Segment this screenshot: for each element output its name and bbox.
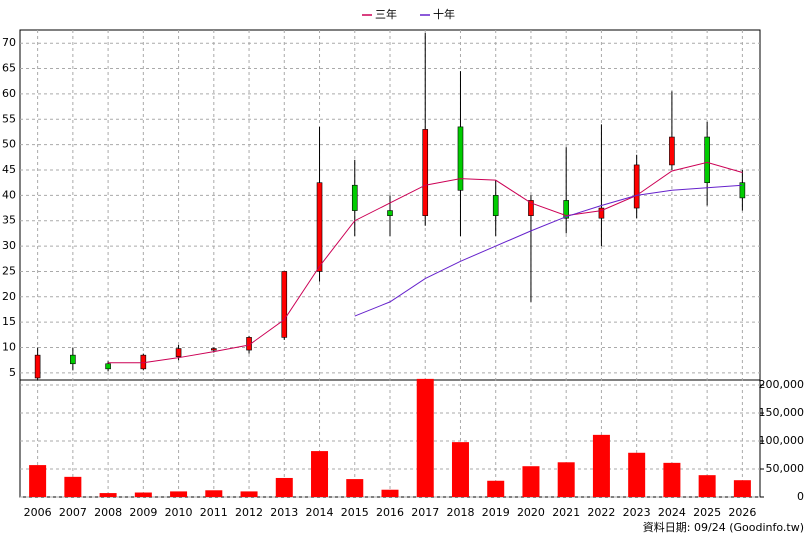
candle-body [70, 354, 76, 365]
volume-bar [346, 479, 364, 497]
volume-bar [592, 434, 610, 497]
x-tick-label: 2006 [24, 506, 52, 519]
legend-label: 三年 [375, 7, 397, 21]
y-tick-label: 55 [2, 112, 16, 125]
y-tick-label: 45 [2, 163, 16, 176]
candle-body [422, 129, 429, 216]
x-tick-label: 2012 [235, 506, 263, 519]
x-tick-label: 2019 [482, 506, 510, 519]
x-tick-label: 2020 [517, 506, 545, 519]
y-tick-label: 25 [2, 264, 16, 277]
volume-bar [451, 442, 469, 497]
x-tick-label: 2023 [623, 506, 651, 519]
volume-bar [240, 491, 258, 497]
y-tick-label: 70 [2, 36, 16, 49]
x-tick-label: 2015 [341, 506, 369, 519]
candle-body [351, 184, 358, 211]
volume-bar [205, 490, 223, 497]
volume-bar [487, 480, 505, 497]
y-tick-label: 10 [2, 341, 16, 354]
candle-body [563, 200, 569, 219]
y-tick-label: 35 [2, 214, 16, 227]
volume-bar [733, 480, 751, 497]
legend-label: 十年 [433, 7, 455, 21]
y-tick-label: 5 [9, 366, 16, 379]
candle-body [704, 136, 710, 183]
volume-bar [275, 477, 293, 497]
y-tick-label: 15 [2, 315, 16, 328]
candle-body [387, 210, 393, 216]
candle-body [669, 136, 675, 166]
volume-bar [311, 451, 329, 497]
y-tick-label: 50 [2, 138, 16, 151]
candle-body [175, 348, 182, 357]
x-tick-label: 2017 [411, 506, 439, 519]
x-tick-label: 2016 [376, 506, 404, 519]
candle-body [34, 354, 41, 379]
y-tick-label: 40 [2, 188, 16, 201]
candle-body [211, 348, 217, 351]
volume-bar [416, 378, 434, 497]
y-tick-label: 65 [2, 62, 16, 75]
x-tick-label: 2024 [658, 506, 686, 519]
volume-bar [134, 492, 152, 497]
line-series [354, 184, 743, 317]
y-tick-label: 30 [2, 239, 16, 252]
candle-body [633, 164, 640, 209]
candle-body [140, 354, 147, 370]
volume-bar [64, 476, 82, 497]
x-tick-label: 2007 [59, 506, 87, 519]
plot-frame [19, 29, 761, 498]
candle-body [457, 126, 464, 191]
volume-bar [29, 465, 47, 497]
candle-body [316, 182, 323, 272]
x-tick-label: 2010 [165, 506, 193, 519]
candle-body [528, 200, 534, 216]
volume-bar [99, 493, 117, 497]
y2-tick-label: 0 [797, 490, 804, 503]
x-tick-label: 2018 [446, 506, 474, 519]
x-tick-label: 2025 [693, 506, 721, 519]
x-tick-label: 2021 [552, 506, 580, 519]
volume-bar [698, 475, 716, 497]
x-tick-label: 2026 [728, 506, 756, 519]
y2-tick-label: 50,000 [766, 462, 805, 475]
y-tick-label: 60 [2, 87, 16, 100]
volume-bar [663, 462, 681, 497]
y-tick-label: 20 [2, 290, 16, 303]
source-note: 資料日期: 09/24 (Goodinfo.tw) [643, 520, 804, 534]
y2-tick-label: 100,000 [759, 434, 805, 447]
candle-body [598, 207, 605, 219]
y2-tick-label: 200,000 [759, 378, 805, 391]
x-tick-label: 2008 [94, 506, 122, 519]
volume-bar [381, 489, 399, 497]
volume-bar [522, 466, 540, 497]
candle-body [492, 195, 499, 216]
x-tick-label: 2009 [129, 506, 157, 519]
volume-bar [628, 452, 646, 497]
candle-body [739, 182, 746, 199]
x-tick-label: 2014 [306, 506, 334, 519]
volume-bar [170, 491, 188, 497]
x-tick-label: 2013 [270, 506, 298, 519]
volume-bar [557, 462, 575, 497]
y2-tick-label: 150,000 [759, 406, 805, 419]
candle-body [281, 271, 288, 338]
x-tick-label: 2022 [587, 506, 615, 519]
candle-body [105, 363, 111, 370]
x-tick-label: 2011 [200, 506, 228, 519]
